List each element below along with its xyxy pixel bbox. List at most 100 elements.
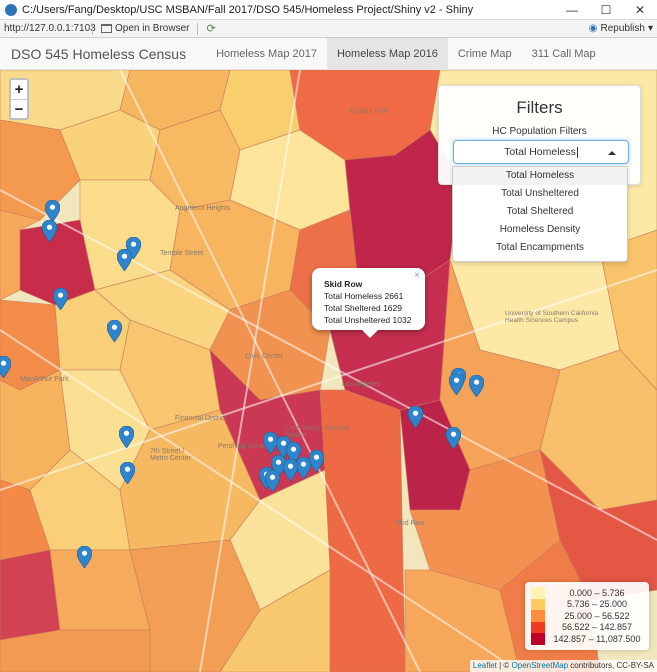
dropdown-option[interactable]: Total Unsheltered xyxy=(501,188,579,199)
choropleth-map[interactable]: Angeleno Heights Elysian Park University… xyxy=(0,70,657,672)
map-label-pershing-square: Pershing Square xyxy=(218,443,271,450)
popup-line: Total Sheltered 1629 xyxy=(324,303,402,313)
tract-polygon[interactable] xyxy=(219,569,331,672)
browser-icon xyxy=(101,24,112,33)
window-title-bar: C:/Users/Fang/Desktop/USC MSBAN/Fall 201… xyxy=(0,0,657,20)
zoom-control: + − xyxy=(9,78,29,120)
tab-311-call-map[interactable]: 311 Call Map xyxy=(531,47,596,60)
street-line xyxy=(0,189,657,541)
tab-crime-map[interactable]: Crime Map xyxy=(457,47,512,60)
text-cursor xyxy=(576,146,578,158)
map-marker-icon[interactable] xyxy=(308,449,325,473)
population-filter-dropdown: Total Homeless Total Unsheltered Total S… xyxy=(452,166,628,262)
dropdown-option[interactable]: Total Encampments xyxy=(496,242,584,253)
legend-label: 56.522 – 142.857 xyxy=(561,622,633,633)
map-marker-icon[interactable] xyxy=(282,458,299,482)
legend-label: 0.000 – 5.736 xyxy=(569,587,625,598)
legend-swatch xyxy=(531,621,545,633)
dropdown-option[interactable]: Total Homeless xyxy=(453,167,627,185)
chevron-down-icon: ▾ xyxy=(647,23,653,34)
map-label-elysian-park: Elysian Park xyxy=(350,108,389,115)
close-icon[interactable]: ✕ xyxy=(634,2,646,17)
toolbar-divider xyxy=(197,22,199,35)
tract-polygon[interactable] xyxy=(599,229,657,391)
map-marker-icon[interactable] xyxy=(0,355,12,379)
map-marker-icon[interactable] xyxy=(407,405,424,429)
map-label-skid-row: Skid Row xyxy=(395,520,425,527)
map-marker-icon[interactable] xyxy=(264,469,281,493)
map-marker-icon[interactable] xyxy=(52,287,69,311)
map-popup: × Skid Row Total Homeless 2661 Total She… xyxy=(312,268,425,338)
open-in-browser-label: Open in Browser xyxy=(115,23,190,34)
app-navbar: DSO 545 Homeless Census Homeless Map 201… xyxy=(0,37,657,70)
osm-link[interactable]: OpenStreetMap xyxy=(511,661,569,670)
tract-polygon[interactable] xyxy=(0,119,81,221)
filters-title: Filters xyxy=(516,98,563,117)
minimize-icon[interactable]: — xyxy=(566,2,578,17)
legend-swatch xyxy=(531,587,545,599)
legend-label: 142.857 – 11,087.500 xyxy=(553,633,641,644)
map-marker-icon[interactable] xyxy=(116,248,133,272)
map-marker-icon[interactable] xyxy=(448,372,465,396)
legend-swatch xyxy=(531,610,545,622)
attribution-sep: | © xyxy=(496,661,512,670)
legend-row: 142.857 – 11,087.500 xyxy=(531,633,643,645)
map-label-little-tokyo: Little Tokyo - Historic District xyxy=(285,425,350,439)
map-label-los-angeles: Los Angeles xyxy=(342,381,381,388)
map-marker-icon[interactable] xyxy=(106,319,123,343)
filters-label: HC Population Filters xyxy=(492,126,587,137)
map-label-temple-street: Temple Street xyxy=(160,250,204,257)
republish-button[interactable]: ◉ Republish ▾ xyxy=(585,23,657,34)
popup-tip xyxy=(362,330,378,338)
population-filter-select[interactable]: Total Homeless xyxy=(453,140,629,164)
open-in-browser-button[interactable]: Open in Browser xyxy=(97,23,193,34)
zoom-out-button[interactable]: − xyxy=(11,99,27,118)
app-brand: DSO 545 Homeless Census xyxy=(11,45,187,62)
street-line xyxy=(119,70,421,672)
popup-title: Skid Row xyxy=(324,279,363,289)
tab-homeless-map-2017[interactable]: Homeless Map 2017 xyxy=(216,47,317,60)
legend-row: 0.000 – 5.736 xyxy=(531,587,643,599)
map-label-civic-center: Civic Center xyxy=(245,353,284,360)
street-line xyxy=(0,269,657,491)
legend-row: 5.736 – 25.000 xyxy=(531,598,643,610)
zoom-in-button[interactable]: + xyxy=(14,81,24,98)
map-marker-icon[interactable] xyxy=(76,545,93,569)
legend-row: 56.522 – 142.857 xyxy=(531,621,643,633)
republish-label: Republish xyxy=(600,23,645,34)
refresh-button[interactable]: ⟳ xyxy=(202,22,219,35)
map-marker-icon[interactable] xyxy=(44,199,61,223)
refresh-icon: ⟳ xyxy=(206,23,216,35)
map-marker-icon[interactable] xyxy=(118,425,135,449)
map-marker-icon[interactable] xyxy=(445,426,462,450)
legend-swatch xyxy=(531,598,545,610)
attribution-text: contributors, CC-BY-SA xyxy=(568,661,654,670)
map-marker-icon[interactable] xyxy=(468,374,485,398)
map-attribution: Leaflet | © OpenStreetMap contributors, … xyxy=(469,660,657,672)
map-marker-icon[interactable] xyxy=(295,456,312,480)
tract-polygon[interactable] xyxy=(0,629,151,672)
map-label-usc-health: University of Southern California Health… xyxy=(505,310,599,324)
legend-row: 25.000 – 56.522 xyxy=(531,610,643,622)
tab-homeless-map-2016[interactable]: Homeless Map 2016 xyxy=(326,37,448,70)
popup-close-button[interactable]: × xyxy=(414,270,420,281)
leaflet-link[interactable]: Leaflet xyxy=(472,661,497,670)
tract-polygon[interactable] xyxy=(0,549,61,641)
legend-swatch xyxy=(531,633,545,645)
legend-label: 5.736 – 25.000 xyxy=(566,599,628,610)
maximize-icon[interactable]: ☐ xyxy=(600,2,612,17)
map-marker-icon[interactable] xyxy=(41,219,58,243)
dropdown-option[interactable]: Total Sheltered xyxy=(506,206,574,217)
rstudio-icon xyxy=(5,3,17,16)
select-value: Total Homeless xyxy=(504,146,576,158)
map-label-angeleno-heights: Angeleno Heights xyxy=(175,205,231,212)
map-label-financial-district: Financial District xyxy=(175,415,227,422)
map-marker-icon[interactable] xyxy=(262,431,279,455)
caret-up-icon xyxy=(608,151,616,155)
map-marker-icon[interactable] xyxy=(119,461,136,485)
street-line xyxy=(0,329,521,672)
map-label-metro-center: 7th Street / Metro Center xyxy=(150,448,191,462)
republish-icon: ◉ xyxy=(588,23,598,34)
popup-line: Total Unsheltered 1032 xyxy=(324,315,412,325)
dropdown-option[interactable]: Homeless Density xyxy=(499,224,581,235)
